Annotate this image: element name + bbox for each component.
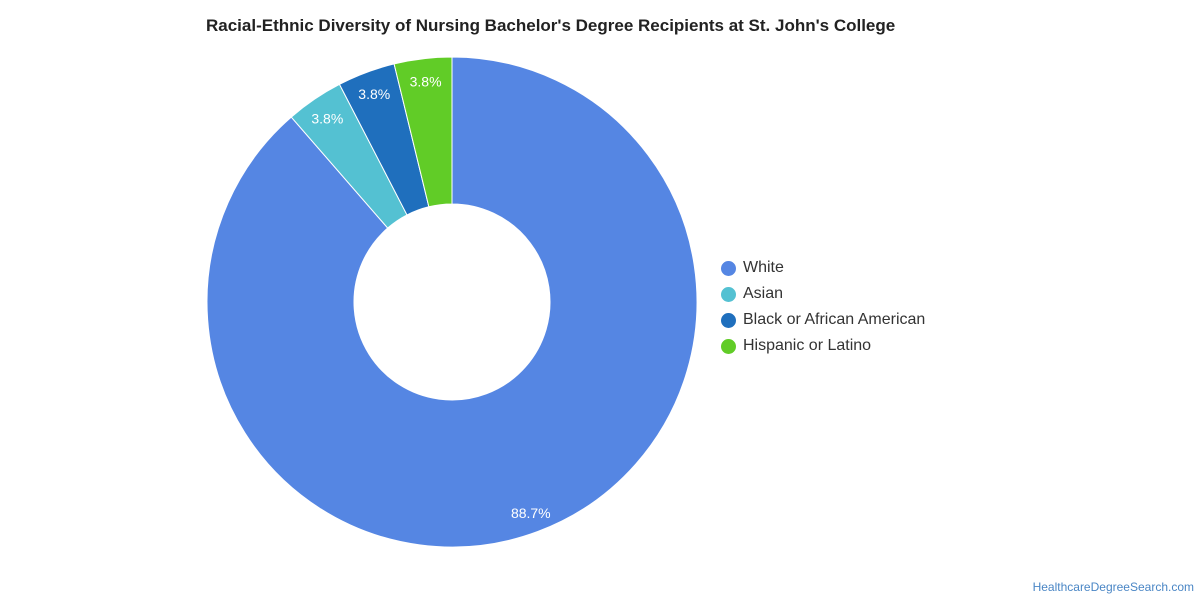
legend: White Asian Black or African American Hispa… bbox=[721, 255, 925, 359]
legend-label: Black or African American bbox=[743, 311, 926, 328]
legend-swatch bbox=[721, 338, 736, 354]
slice-white[interactable] bbox=[206, 56, 698, 548]
legend-item-black-or-african-american[interactable]: Black or African American bbox=[721, 307, 925, 333]
chart-title: Racial-Ethnic Diversity of Nursing Bache… bbox=[206, 16, 896, 35]
legend-label: Hispanic or Latino bbox=[743, 337, 872, 354]
legend-swatch bbox=[721, 260, 736, 276]
legend-item-white[interactable]: White bbox=[721, 255, 925, 281]
slice-label-hispanic-or-latino: 3.8% bbox=[410, 74, 442, 90]
legend-swatch bbox=[721, 286, 736, 302]
legend-label: White bbox=[743, 259, 784, 276]
legend-label: Asian bbox=[743, 285, 784, 302]
slice-hispanic-or-latino[interactable] bbox=[393, 56, 453, 208]
legend-item-asian[interactable]: Asian bbox=[721, 281, 925, 307]
legend-swatch bbox=[721, 312, 736, 328]
slice-label-asian: 3.8% bbox=[311, 110, 343, 126]
slice-label-white: 88.7% bbox=[511, 505, 551, 521]
source-credit-link[interactable]: HealthcareDegreeSearch.com bbox=[1032, 580, 1194, 594]
slice-label-black-or-african-american: 3.8% bbox=[358, 86, 390, 102]
legend-item-hispanic-or-latino[interactable]: Hispanic or Latino bbox=[721, 333, 925, 359]
